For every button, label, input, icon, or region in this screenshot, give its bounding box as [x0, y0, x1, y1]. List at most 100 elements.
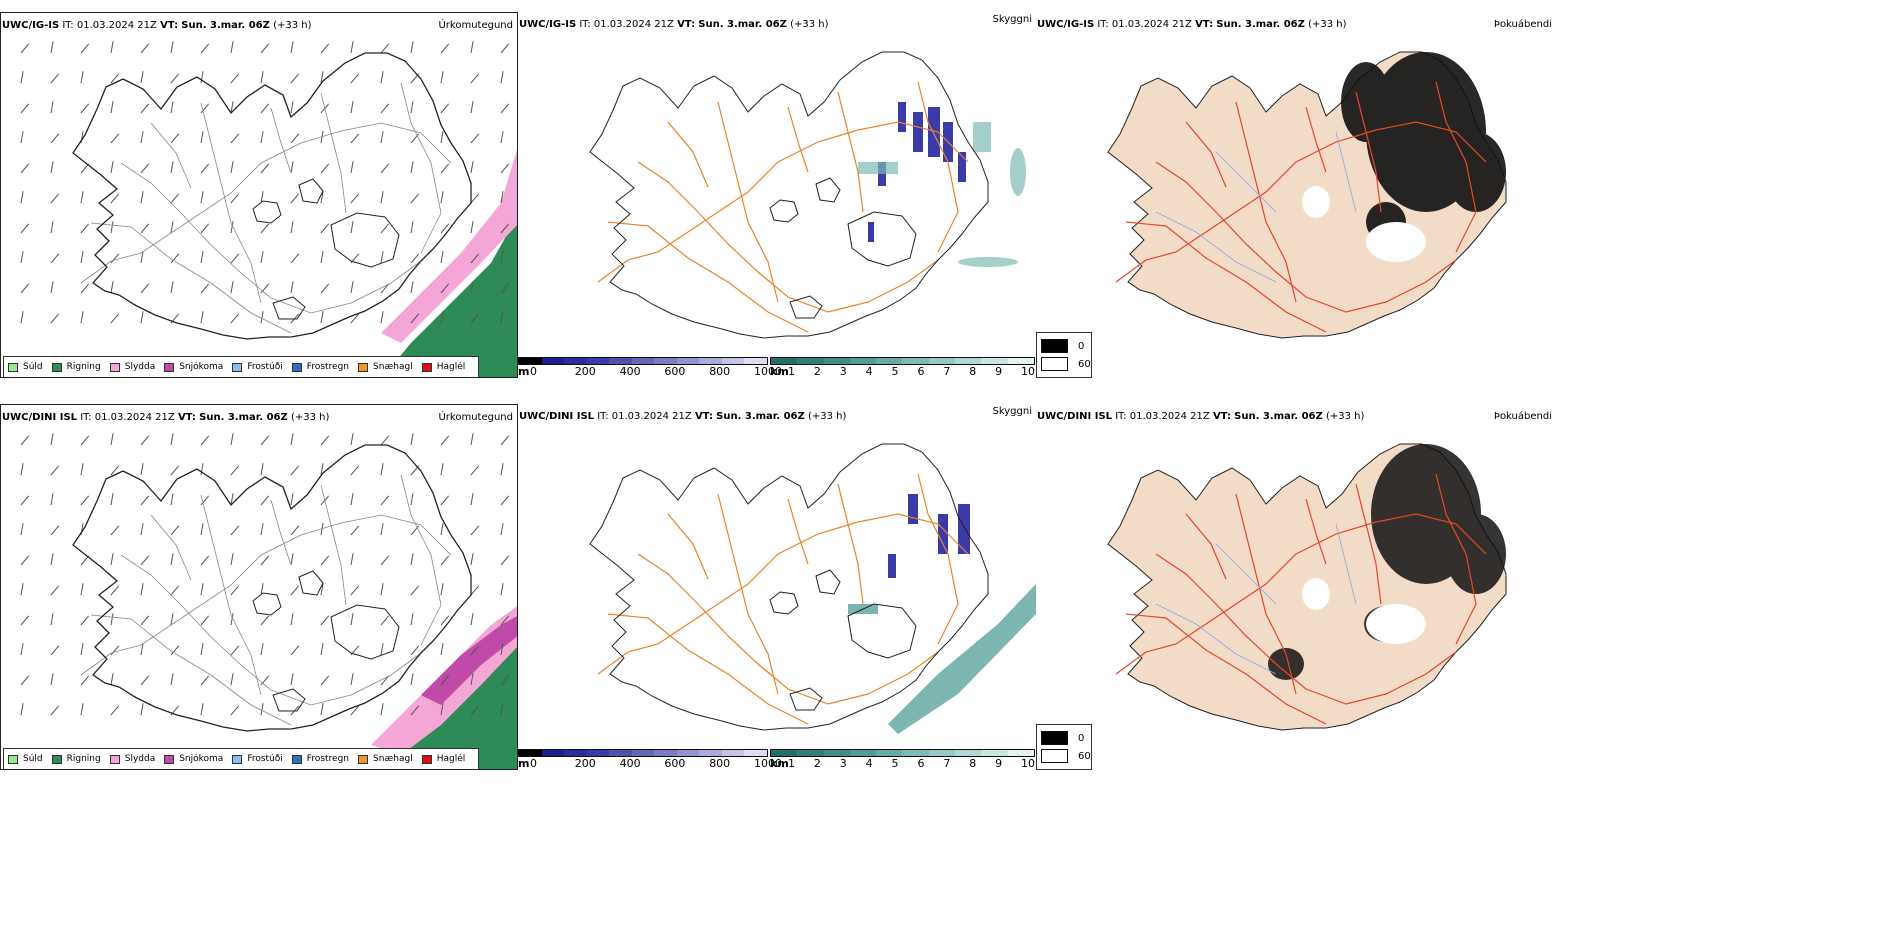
wind-barb — [170, 41, 174, 54]
wind-barb — [200, 131, 204, 144]
wind-barb — [170, 613, 174, 626]
wind-barb — [470, 161, 474, 174]
colorbar-segment — [928, 358, 956, 364]
wind-barb — [470, 101, 474, 114]
visibility-colorbar-bottom: km 1 2 3 4 5 6 7 8 9 10 — [770, 749, 1035, 779]
wind-barb — [410, 101, 414, 114]
precip-type-legend: Súld Rigning Slydda Snjókoma Frostúði Frostre… — [3, 356, 480, 377]
wind-barb — [380, 555, 390, 566]
wind-barb — [50, 41, 54, 54]
wind-barb — [440, 131, 444, 144]
wind-barb — [440, 703, 444, 716]
colorbar-tick-label: 600 — [664, 757, 686, 770]
wind-barb — [440, 223, 450, 234]
wind-barb — [140, 103, 150, 114]
legend-label: Súld — [23, 754, 43, 764]
precip-type-map — [20, 41, 517, 377]
colorbar-segment — [902, 358, 929, 364]
wind-barb — [410, 613, 414, 626]
wind-barb — [500, 131, 504, 144]
legend-swatch — [8, 362, 18, 372]
legend-swatch — [164, 754, 175, 764]
wind-barb — [260, 703, 264, 716]
wind-barb — [50, 493, 54, 506]
wind-barb — [260, 163, 270, 174]
wind-barb — [230, 705, 240, 716]
wind-barb — [410, 161, 414, 174]
wind-barb — [80, 643, 84, 656]
wind-barb — [200, 463, 204, 476]
fog-legend-top: 0 60 — [1036, 332, 1092, 378]
wind-barb — [170, 221, 174, 234]
colorbar-segment — [631, 358, 655, 364]
wind-barb — [500, 251, 504, 264]
wind-barb — [410, 553, 414, 566]
wind-barb — [260, 71, 264, 84]
legend-label: Frostregn — [306, 754, 350, 764]
wind-barb — [440, 435, 450, 446]
wind-barb — [230, 221, 234, 234]
legend-swatch — [51, 754, 62, 764]
colorbar-segment — [586, 358, 610, 364]
precip-legend-item: Rigning — [51, 754, 101, 764]
wind-barb — [380, 283, 390, 294]
colorbar-segment — [519, 750, 542, 756]
wind-barb — [470, 253, 480, 264]
legend-label: Snjókoma — [179, 362, 224, 372]
panel-title: Úrkomutegund — [438, 20, 513, 31]
wind-barb — [350, 221, 354, 234]
wind-barb — [230, 281, 234, 294]
wind-barb — [140, 523, 144, 536]
colorbar-segment — [744, 358, 768, 364]
colorbar-segment — [797, 358, 824, 364]
colorbar-tick-label: 6 — [917, 757, 925, 770]
wind-barb — [440, 523, 444, 536]
wind-barb — [470, 613, 474, 626]
wind-barb — [110, 465, 120, 476]
colorbar-segment — [771, 358, 798, 364]
wind-barb — [500, 163, 510, 174]
precip-legend-item: Snæhagl — [358, 754, 413, 764]
wind-barb — [320, 675, 330, 686]
colorbar-segment — [631, 750, 655, 756]
fog-legend-row: 0 — [1041, 339, 1084, 353]
legend-label: Frostúði — [247, 362, 283, 372]
wind-barb — [200, 495, 210, 506]
wind-barb — [440, 675, 450, 686]
wind-barb — [50, 585, 60, 596]
legend-swatch — [291, 362, 302, 372]
wind-barb — [80, 495, 90, 506]
wind-barb — [470, 41, 474, 54]
precip-legend-item: Snæhagl — [358, 362, 413, 372]
colorbar-tick-label: 0 — [530, 757, 537, 770]
wind-barb — [380, 103, 390, 114]
wind-barb — [470, 525, 480, 536]
legend-swatch — [1041, 731, 1068, 745]
legend-swatch — [232, 754, 243, 764]
wind-barb — [440, 43, 450, 54]
legend-label: Slydda — [124, 362, 156, 372]
wind-barb — [290, 493, 294, 506]
wind-barb — [320, 643, 324, 656]
wind-barb — [380, 131, 384, 144]
wind-barb — [500, 43, 510, 54]
wind-barb — [290, 585, 300, 596]
colorbar-tick-label: 10 — [1021, 365, 1035, 378]
legend-label: Rigning — [66, 362, 101, 372]
colorbar-segment — [541, 750, 565, 756]
wind-barb — [230, 101, 234, 114]
wind-barb — [290, 313, 300, 324]
wind-barb — [200, 283, 210, 294]
legend-label: Snæhagl — [373, 754, 413, 764]
wind-barb — [140, 311, 144, 324]
wind-barb — [500, 283, 510, 294]
legend-swatch — [421, 362, 432, 372]
colorbar-segment — [876, 358, 903, 364]
precip-legend-item: Frostúði — [232, 754, 283, 764]
colorbar-tick-label: 8 — [969, 365, 977, 378]
wind-barb — [350, 705, 360, 716]
wind-barb — [380, 703, 384, 716]
wind-barb — [290, 673, 294, 686]
wind-barb — [170, 553, 174, 566]
legend-swatch — [358, 362, 369, 372]
